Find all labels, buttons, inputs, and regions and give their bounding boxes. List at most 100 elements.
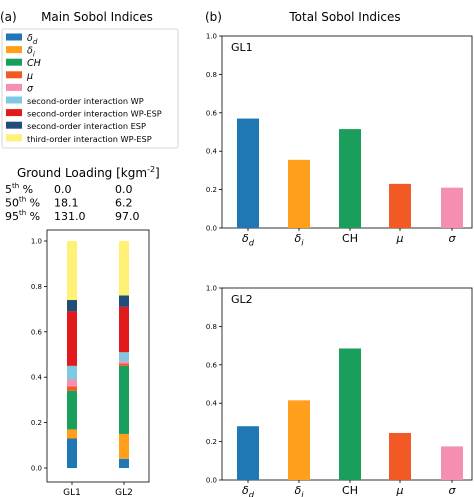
loading-row-percentile: 95th % — [5, 209, 40, 223]
chart-title: GL2 — [231, 293, 253, 306]
stack-segment-gl2-i — [119, 433, 129, 459]
bar-gl2-0 — [237, 426, 259, 480]
stack-segment-gl1-second-order-interaction-esp — [67, 300, 77, 312]
total-indices-gl2-chart: 0.0 0.2 0.4 0.6 0.8 1.0 GL2 δd δi CH μ σ — [206, 285, 473, 497]
stacked-bar-chart: 0.0 0.2 0.4 0.6 0.8 1.0 GL1 GL2 — [31, 229, 150, 497]
x-tick-label: μ — [396, 232, 404, 245]
bar-gl2-3 — [389, 432, 411, 480]
loading-table-title: Ground Loading [kgm-2] — [17, 165, 160, 180]
y-tick-label: 0.4 — [206, 400, 218, 408]
stack-segment-gl1-ch — [67, 390, 77, 430]
stack-segment-gl2-second-order-interaction-esp — [119, 295, 129, 307]
y-tick-label: 0.8 — [31, 283, 42, 291]
legend-swatch-i — [6, 46, 22, 54]
legend-label-third-order-interaction-wp-esp: third-order interaction WP-ESP — [27, 134, 152, 144]
x-tick-label: δd — [242, 484, 255, 497]
stack-segment-gl1-second-order-interaction-wp-esp — [67, 311, 77, 366]
legend-swatch-item — [6, 83, 22, 91]
legend-swatch-ch — [6, 58, 22, 66]
stack-segment-gl1-item — [67, 379, 77, 387]
legend-swatch-item — [6, 71, 22, 79]
legend-label-second-order-interaction-wp-esp: second-order interaction WP-ESP — [27, 109, 162, 119]
stack-segment-gl2-second-order-interaction-wp — [119, 352, 129, 362]
y-tick-label: 0.6 — [206, 361, 218, 369]
total-indices-gl1-chart: 0.0 0.2 0.4 0.6 0.8 1.0 GL1 δd δi CH μ σ — [206, 33, 473, 247]
panel-b-label: (b) — [205, 10, 222, 24]
y-tick-label: 0.0 — [206, 477, 217, 485]
x-tick-label: CH — [342, 484, 358, 497]
y-tick-label: 0.4 — [31, 374, 43, 382]
legend-label-item: μ — [26, 71, 33, 82]
legend-swatch-second-order-interaction-esp — [6, 121, 22, 129]
loading-row-gl1: 0.0 — [54, 183, 72, 196]
bar-gl1-1 — [288, 159, 310, 228]
x-tick-label: σ — [449, 232, 457, 245]
legend-label-item: σ — [27, 83, 34, 94]
bar-gl2-1 — [288, 400, 310, 480]
legend-swatch-third-order-interaction-wp-esp — [6, 134, 22, 142]
legend-label-d: δd — [27, 33, 38, 46]
loading-row-gl2: 97.0 — [115, 210, 140, 223]
stack-segment-gl1-d — [67, 438, 77, 468]
legend-label-second-order-interaction-wp: second-order interaction WP — [27, 96, 144, 106]
stack-segment-gl1-i — [67, 429, 77, 439]
stack-segment-gl2-d — [119, 458, 129, 468]
y-tick-label: 0.0 — [206, 225, 217, 233]
bar-gl1-4 — [441, 187, 463, 228]
x-tick-label: μ — [396, 484, 404, 497]
loading-row-gl1: 131.0 — [54, 210, 86, 223]
y-tick-label: 0.8 — [206, 71, 217, 79]
loading-row-percentile: 50th % — [5, 196, 40, 210]
x-tick-label-gl2: GL2 — [115, 488, 133, 497]
x-tick-label: δi — [294, 484, 304, 497]
chart-title: GL1 — [231, 41, 253, 54]
stack-segment-gl2-item — [119, 363, 129, 366]
ground-loading-table: Ground Loading [kgm-2] 5th % 0.0 0.0 50th %… — [5, 165, 160, 223]
y-tick-label: 0.6 — [206, 109, 218, 117]
loading-row-gl1: 18.1 — [54, 197, 79, 210]
y-tick-label: 0.0 — [31, 465, 42, 473]
stack-segment-gl2-ch — [119, 365, 129, 434]
x-tick-label: σ — [449, 484, 457, 497]
y-tick-label: 1.0 — [206, 285, 217, 293]
y-tick-label: 0.2 — [206, 438, 217, 446]
legend-label-second-order-interaction-esp: second-order interaction ESP — [27, 121, 146, 131]
loading-row-gl2: 0.0 — [115, 183, 133, 196]
y-tick-label: 0.6 — [31, 328, 43, 336]
loading-row-gl2: 6.2 — [115, 197, 133, 210]
stack-segment-gl1-third-order-interaction-wp-esp — [67, 241, 77, 301]
stack-segment-gl2-third-order-interaction-wp-esp — [119, 241, 129, 296]
x-tick-label: δi — [294, 232, 304, 247]
legend-label-ch: CH — [27, 58, 41, 69]
y-tick-label: 0.4 — [206, 148, 218, 156]
bar-gl2-2 — [339, 348, 361, 480]
legend-frame — [1, 28, 179, 149]
panel-b-title: Total Sobol Indices — [288, 10, 400, 24]
legend-swatch-second-order-interaction-wp — [6, 96, 22, 104]
y-tick-label: 1.0 — [206, 33, 217, 41]
panel-a-label: (a) — [0, 10, 17, 24]
legend-swatch-second-order-interaction-wp-esp — [6, 109, 22, 117]
legend-label-i: δi — [27, 46, 35, 59]
y-tick-label: 1.0 — [31, 238, 42, 246]
stack-segment-gl1-second-order-interaction-wp — [67, 365, 77, 380]
bar-gl1-0 — [237, 118, 259, 228]
x-tick-label: CH — [342, 232, 358, 245]
chart-a-frame — [46, 229, 150, 483]
legend-swatch-d — [6, 33, 22, 41]
panel-a-title: Main Sobol Indices — [41, 10, 153, 24]
y-tick-label: 0.8 — [206, 323, 217, 331]
x-tick-label: δd — [242, 232, 255, 247]
x-tick-label-gl1: GL1 — [63, 488, 81, 497]
loading-row-percentile: 5th % — [5, 182, 33, 196]
bar-gl2-4 — [441, 446, 463, 480]
stack-segment-gl2-item — [119, 361, 129, 364]
bar-gl1-3 — [389, 183, 411, 228]
stack-segment-gl1-item — [67, 386, 77, 391]
bar-gl1-2 — [339, 129, 361, 228]
y-tick-label: 0.2 — [31, 419, 42, 427]
y-tick-label: 0.2 — [206, 186, 217, 194]
stack-segment-gl2-second-order-interaction-wp-esp — [119, 306, 129, 353]
